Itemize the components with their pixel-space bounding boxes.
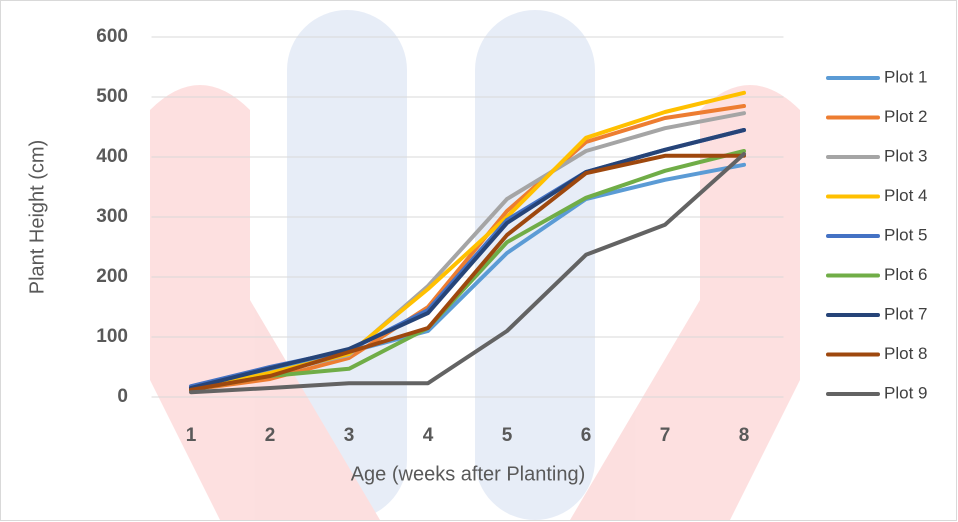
y-tick-label: 400	[96, 146, 128, 167]
x-tick-label: 8	[739, 425, 750, 446]
data-line	[189, 149, 746, 392]
watermark-shape	[570, 85, 800, 520]
legend-label: Plot 2	[884, 107, 927, 126]
y-axis-title: Plant Height (cm)	[26, 140, 48, 295]
y-tick-label: 0	[117, 386, 128, 407]
y-tick-label: 100	[96, 326, 128, 347]
legend-label: Plot 6	[884, 265, 927, 284]
y-tick-label: 300	[96, 206, 128, 227]
x-tick-label: 6	[581, 425, 592, 446]
x-axis-title: Age (weeks after Planting)	[351, 463, 586, 485]
legend-label: Plot 5	[884, 225, 927, 244]
y-tick-label: 200	[96, 266, 128, 287]
x-tick-label: 4	[423, 425, 434, 446]
x-tick-label: 2	[265, 425, 276, 446]
legend-label: Plot 3	[884, 146, 927, 165]
y-tick-label: 500	[96, 86, 128, 107]
legend-label: Plot 7	[884, 304, 927, 323]
x-tick-label: 5	[502, 425, 513, 446]
y-tick-label: 600	[96, 26, 128, 47]
x-tick-label: 1	[186, 425, 197, 446]
legend-label: Plot 1	[884, 67, 927, 86]
x-tick-label: 7	[660, 425, 671, 446]
watermark-shape	[287, 10, 407, 520]
data-line	[189, 128, 746, 390]
data-line	[189, 152, 746, 395]
x-tick-label: 3	[344, 425, 355, 446]
watermark	[150, 10, 800, 520]
data-line	[189, 90, 746, 392]
data-line	[189, 153, 746, 392]
legend-label: Plot 4	[884, 186, 927, 205]
watermark-shape	[475, 10, 595, 520]
watermark-shape	[150, 85, 380, 520]
legend-label: Plot 9	[884, 383, 927, 402]
legend-label: Plot 8	[884, 344, 927, 363]
